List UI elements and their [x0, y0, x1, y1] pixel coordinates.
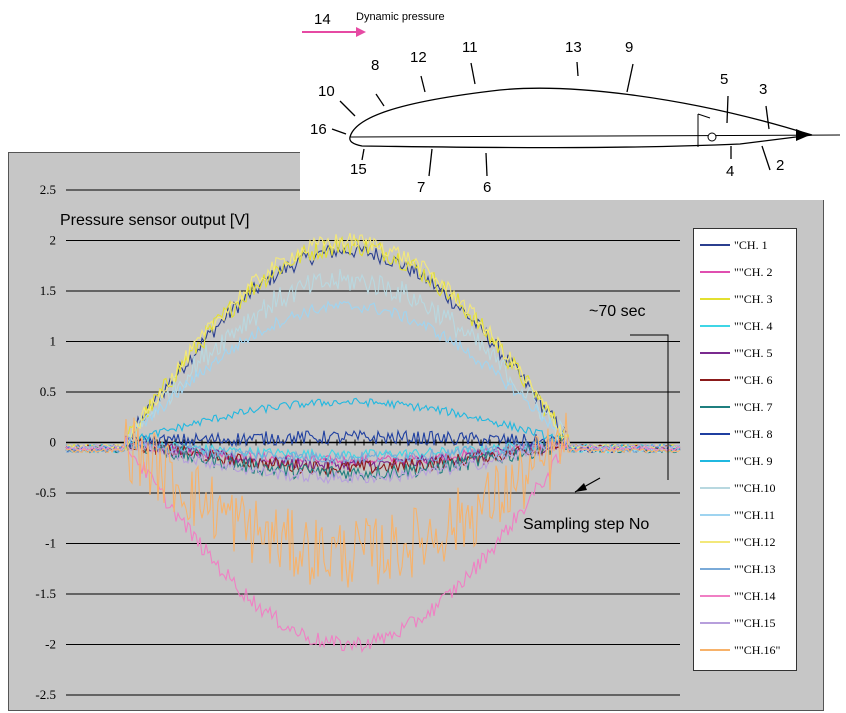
- trailing-edge-arrowhead: [796, 129, 810, 141]
- legend-label: ""CH. 6: [734, 373, 773, 387]
- legend-label: ""CH. 5: [734, 346, 773, 360]
- y-tick-label: 2: [50, 233, 57, 248]
- legend-label: ""CH.12: [734, 535, 776, 549]
- legend-swatch: [700, 433, 730, 435]
- label-5: 5: [720, 71, 728, 88]
- legend-item: ""CH.11: [694, 505, 798, 525]
- label-3: 3: [759, 81, 767, 98]
- label-8: 8: [371, 57, 379, 74]
- legend-label: ""CH. 3: [734, 292, 773, 306]
- legend-label: "CH. 1: [734, 238, 768, 252]
- label-9: 9: [625, 39, 633, 56]
- y-tick-label: 0.5: [40, 384, 56, 399]
- y-tick-label: 0: [50, 435, 57, 450]
- legend-label: ""CH.16": [734, 643, 781, 657]
- legend-swatch: [700, 352, 730, 354]
- label-10: 10: [318, 83, 335, 100]
- sampling-arrow: [574, 477, 601, 493]
- legend-item: ""CH.12: [694, 532, 798, 552]
- dynamic-pressure-label: Dynamic pressure: [356, 11, 445, 23]
- legend-label: ""CH. 4: [734, 319, 773, 333]
- y-tick-label: -0.5: [35, 485, 56, 500]
- y-axis-title: Pressure sensor output [V]: [60, 212, 250, 229]
- label-4: 4: [726, 163, 734, 180]
- y-tick-labels: 2.5 2 1.5 1 0.5 0 -0.5 -1 -1.5 -2 -2.5: [35, 182, 56, 702]
- label-15: 15: [350, 161, 367, 178]
- legend-swatch: [700, 541, 730, 543]
- legend-swatch: [700, 244, 730, 246]
- label-2: 2: [776, 157, 784, 174]
- label-16: 16: [310, 121, 327, 138]
- series-line-11: [65, 300, 681, 452]
- label-6: 6: [483, 179, 491, 196]
- y-tick-label: 2.5: [40, 182, 56, 197]
- legend-item: ""CH.16": [694, 640, 798, 660]
- y-tick-label: 1.5: [40, 283, 56, 298]
- airfoil-diagram: 14 Dynamic pressure 10 8 12 11 13 9 5 3 …: [300, 0, 846, 200]
- legend-item: ""CH. 9: [694, 451, 798, 471]
- chord-line: [349, 134, 841, 138]
- chart-panel: [8, 152, 824, 711]
- flap-sensor: [707, 132, 717, 142]
- legend-label: ""CH. 9: [734, 454, 773, 468]
- legend-label: ""CH.11: [734, 508, 776, 522]
- duration-bracket: [630, 334, 669, 480]
- legend-item: ""CH. 4: [694, 316, 798, 336]
- series-line-15: [65, 435, 681, 485]
- dynamic-pressure-arrowhead: [356, 27, 366, 37]
- legend-swatch: [700, 595, 730, 597]
- legend-label: ""CH. 8: [734, 427, 773, 441]
- legend-label: ""CH.15: [734, 616, 776, 630]
- y-tick-label: -2: [45, 637, 56, 652]
- legend-item: ""CH.13: [694, 559, 798, 579]
- series-line-3: [65, 235, 681, 451]
- label-11: 11: [462, 39, 478, 56]
- legend: "CH. 1 ""CH. 2 ""CH. 3 ""CH. 4 ""CH. 5 ""CH. …: [693, 228, 797, 671]
- legend-swatch: [700, 649, 730, 651]
- legend-swatch: [700, 406, 730, 408]
- legend-swatch: [700, 514, 730, 516]
- x-axis-title: Sampling step No: [523, 516, 650, 533]
- legend-item: "CH. 1: [694, 235, 798, 255]
- legend-swatch: [700, 460, 730, 462]
- y-tick-label: -1.5: [35, 586, 56, 601]
- legend-swatch: [700, 325, 730, 327]
- y-tick-label: -2.5: [35, 687, 56, 702]
- duration-label: ~70 sec: [589, 303, 646, 320]
- airfoil-svg: 14 Dynamic pressure 10 8 12 11 13 9 5 3 …: [302, 11, 841, 196]
- legend-label: ""CH. 2: [734, 265, 773, 279]
- legend-swatch: [700, 487, 730, 489]
- legend-item: ""CH. 2: [694, 262, 798, 282]
- legend-swatch: [700, 298, 730, 300]
- legend-item: ""CH.10: [694, 478, 798, 498]
- y-tick-label: -1: [45, 536, 56, 551]
- legend-item: ""CH. 7: [694, 397, 798, 417]
- legend-item: ""CH. 3: [694, 289, 798, 309]
- legend-swatch: [700, 568, 730, 570]
- series-line-10: [65, 269, 681, 454]
- label-7: 7: [417, 179, 425, 196]
- series-line-1: [65, 241, 681, 454]
- legend-label: ""CH. 7: [734, 400, 773, 414]
- legend-label: ""CH.13: [734, 562, 776, 576]
- legend-swatch: [700, 271, 730, 273]
- airfoil-outline: [349, 87, 813, 149]
- series-line-14: [65, 436, 681, 654]
- series-lines: [65, 232, 681, 654]
- label-12: 12: [410, 49, 427, 66]
- series-line-16: [65, 412, 681, 588]
- legend-item: ""CH. 5: [694, 343, 798, 363]
- legend-swatch: [700, 622, 730, 624]
- legend-item: ""CH.15: [694, 613, 798, 633]
- legend-item: ""CH.14: [694, 586, 798, 606]
- legend-label: ""CH.10: [734, 481, 776, 495]
- series-line-12: [65, 232, 681, 450]
- legend-label: ""CH.14: [734, 589, 776, 603]
- dynamic-pressure-number: 14: [314, 11, 331, 28]
- label-13: 13: [565, 39, 582, 56]
- legend-swatch: [700, 379, 730, 381]
- y-tick-label: 1: [50, 334, 57, 349]
- legend-item: ""CH. 8: [694, 424, 798, 444]
- legend-item: ""CH. 6: [694, 370, 798, 390]
